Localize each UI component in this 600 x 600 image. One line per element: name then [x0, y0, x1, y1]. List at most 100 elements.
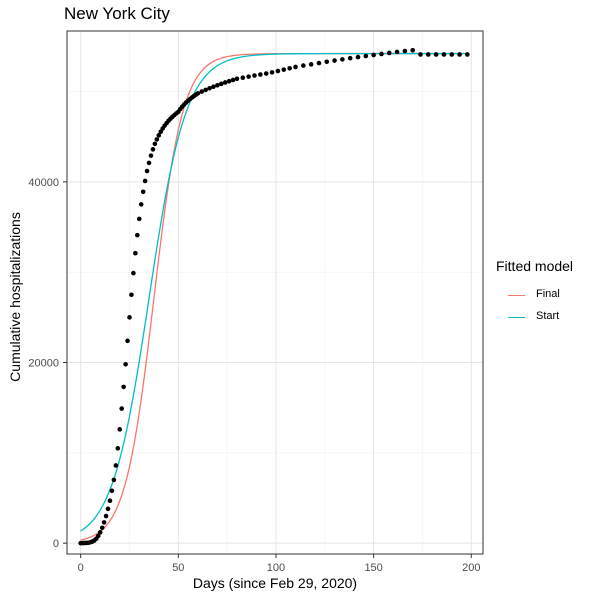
- fitted-curves: [80, 52, 468, 541]
- data-point: [135, 232, 140, 238]
- data-point: [140, 189, 146, 195]
- data-point: [115, 446, 121, 451]
- data-point: [156, 133, 162, 138]
- data-point: [138, 202, 144, 207]
- x-tick-label: 200: [462, 562, 480, 574]
- data-point: [121, 384, 126, 390]
- data-point: [234, 76, 240, 82]
- data-point: [240, 75, 246, 80]
- data-point: [340, 57, 345, 62]
- data-point: [287, 66, 292, 71]
- data-point: [258, 72, 263, 77]
- legend-item-final: Final: [496, 284, 573, 306]
- data-point: [119, 406, 124, 411]
- data-point: [394, 49, 400, 55]
- y-axis-title: Cumulative hospitalizations: [7, 212, 23, 382]
- data-point: [211, 84, 216, 90]
- data-point: [263, 71, 269, 76]
- data-point: [301, 63, 306, 68]
- data-point: [371, 52, 376, 58]
- data-point: [281, 67, 287, 72]
- x-tick-label: 150: [364, 562, 382, 574]
- data-point: [215, 82, 220, 88]
- x-tick-label: 0: [78, 562, 84, 574]
- data-point: [136, 216, 142, 222]
- data-point: [207, 85, 212, 91]
- x-axis: 0 50 100 150 200: [78, 554, 480, 574]
- data-point: [133, 250, 138, 256]
- data-point: [99, 525, 105, 531]
- grid-major: [67, 31, 483, 554]
- x-axis-title: Days (since Feb 29, 2020): [192, 575, 358, 591]
- data-point: [97, 530, 103, 535]
- data-point: [203, 87, 208, 93]
- data-point: [95, 533, 101, 539]
- y-tick-label: 0: [53, 538, 59, 550]
- data-point: [230, 77, 236, 83]
- data-point: [308, 62, 314, 67]
- data-point: [386, 50, 392, 56]
- data-point: [252, 73, 257, 78]
- data-point: [222, 80, 228, 85]
- legend-key-start: [508, 317, 525, 318]
- data-point: [363, 53, 369, 59]
- data-point: [441, 52, 447, 57]
- data-point: [113, 463, 119, 468]
- data-point: [355, 54, 361, 60]
- legend-title: Fitted model: [496, 258, 574, 274]
- data-point: [449, 52, 455, 57]
- data-point: [316, 60, 322, 66]
- data-point: [142, 178, 148, 184]
- data-point: [402, 48, 408, 54]
- data-point: [418, 52, 423, 57]
- data-point: [226, 78, 232, 84]
- data-point: [101, 520, 107, 525]
- data-point: [131, 270, 136, 276]
- legend-label-final: Final: [536, 288, 560, 300]
- data-point: [199, 89, 205, 94]
- data-point: [109, 488, 115, 494]
- y-axis: 0 20000 40000: [28, 177, 67, 550]
- data-point: [129, 292, 134, 298]
- data-point: [127, 315, 132, 320]
- legend: Fitted model Final Start: [496, 258, 573, 328]
- data-point: [379, 51, 384, 57]
- data-point: [433, 52, 439, 57]
- y-tick-label: 40000: [28, 177, 59, 189]
- data-point: [105, 506, 111, 512]
- data-point: [117, 427, 123, 432]
- legend-item-start: Start: [496, 306, 573, 328]
- data-point: [426, 52, 431, 57]
- data-point: [148, 153, 154, 158]
- data-point: [324, 59, 330, 65]
- legend-key-final: [508, 295, 525, 296]
- data-point: [347, 55, 353, 61]
- data-point: [269, 70, 275, 75]
- data-point: [195, 91, 201, 96]
- legend-label-start: Start: [536, 310, 560, 322]
- x-tick-label: 50: [172, 562, 184, 574]
- data-point: [107, 498, 113, 504]
- data-point: [218, 81, 224, 87]
- data-point: [150, 147, 156, 152]
- data-point: [410, 47, 415, 53]
- data-point: [144, 168, 150, 174]
- data-point: [146, 160, 152, 166]
- plot-panel-border: [66, 30, 484, 555]
- data-point: [154, 137, 160, 142]
- y-tick-label: 20000: [28, 358, 59, 370]
- curve-start: [80, 52, 468, 532]
- x-tick-label: 100: [267, 562, 285, 574]
- data-point: [332, 58, 337, 63]
- data-point: [152, 141, 158, 147]
- plot-panel: [67, 31, 483, 554]
- data-point: [103, 513, 109, 519]
- data-point: [125, 338, 130, 344]
- data-point: [123, 362, 128, 367]
- chart-title: New York City: [64, 4, 170, 23]
- data-point: [111, 477, 117, 483]
- data-point: [457, 52, 462, 57]
- data-point: [465, 52, 470, 57]
